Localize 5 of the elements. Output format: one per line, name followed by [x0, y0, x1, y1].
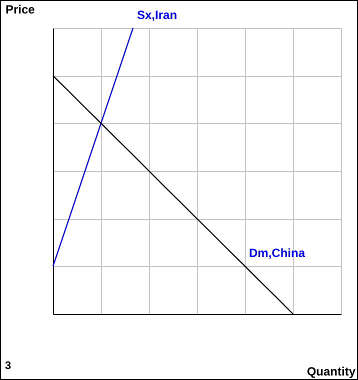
text: 3: [5, 360, 12, 372]
series-label: Dm,China: [249, 246, 306, 260]
series-label: Sx,Iran: [137, 8, 178, 22]
x-axis-title: Quantity: [306, 364, 356, 378]
y-axis-title: Price: [6, 2, 36, 16]
